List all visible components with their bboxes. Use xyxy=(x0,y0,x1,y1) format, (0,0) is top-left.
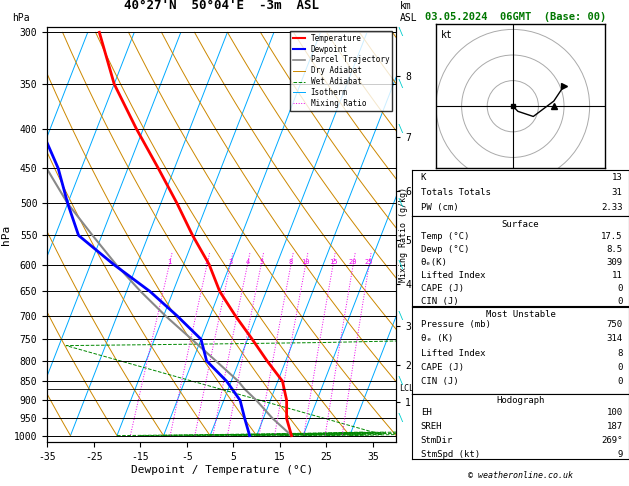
Text: \: \ xyxy=(398,311,404,321)
Text: 100: 100 xyxy=(606,408,623,417)
Text: CIN (J): CIN (J) xyxy=(421,377,459,386)
Text: Temp (°C): Temp (°C) xyxy=(421,231,469,241)
Text: 25: 25 xyxy=(365,259,374,264)
Text: 5: 5 xyxy=(259,259,264,264)
X-axis label: Dewpoint / Temperature (°C): Dewpoint / Temperature (°C) xyxy=(131,465,313,475)
Text: 20: 20 xyxy=(349,259,357,264)
Text: 8: 8 xyxy=(617,348,623,358)
Text: Totals Totals: Totals Totals xyxy=(421,188,491,197)
Text: 269°: 269° xyxy=(601,436,623,445)
Text: 10: 10 xyxy=(301,259,310,264)
Text: 750: 750 xyxy=(606,320,623,329)
Text: CAPE (J): CAPE (J) xyxy=(421,284,464,293)
Text: PW (cm): PW (cm) xyxy=(421,203,459,212)
Text: hPa: hPa xyxy=(13,13,30,22)
Text: 15: 15 xyxy=(329,259,337,264)
Text: CIN (J): CIN (J) xyxy=(421,297,459,306)
Text: 0: 0 xyxy=(617,297,623,306)
Text: Surface: Surface xyxy=(502,220,539,229)
Text: 03.05.2024  06GMT  (Base: 00): 03.05.2024 06GMT (Base: 00) xyxy=(425,12,606,22)
Text: θₑ (K): θₑ (K) xyxy=(421,334,453,343)
Text: \: \ xyxy=(398,260,404,270)
Text: StmDir: StmDir xyxy=(421,436,453,445)
Text: 8: 8 xyxy=(289,259,293,264)
Text: \: \ xyxy=(398,27,404,37)
Text: 13: 13 xyxy=(612,174,623,182)
Text: LCL: LCL xyxy=(399,384,414,394)
Text: 1: 1 xyxy=(167,259,172,264)
Text: \: \ xyxy=(398,414,404,423)
Text: Dewp (°C): Dewp (°C) xyxy=(421,244,469,254)
Text: SREH: SREH xyxy=(421,422,442,431)
Text: StmSpd (kt): StmSpd (kt) xyxy=(421,450,480,459)
Text: Lifted Index: Lifted Index xyxy=(421,348,485,358)
Text: \: \ xyxy=(398,198,404,208)
Text: km
ASL: km ASL xyxy=(400,1,418,22)
Text: K: K xyxy=(421,174,426,182)
Text: θₑ(K): θₑ(K) xyxy=(421,258,448,267)
Text: EH: EH xyxy=(421,408,431,417)
Text: 40°27'N  50°04'E  -3m  ASL: 40°27'N 50°04'E -3m ASL xyxy=(124,0,320,12)
Text: 8.5: 8.5 xyxy=(606,244,623,254)
Legend: Temperature, Dewpoint, Parcel Trajectory, Dry Adiabat, Wet Adiabat, Isotherm, Mi: Temperature, Dewpoint, Parcel Trajectory… xyxy=(290,31,392,111)
Text: 17.5: 17.5 xyxy=(601,231,623,241)
Text: Hodograph: Hodograph xyxy=(496,396,545,405)
Text: kt: kt xyxy=(441,30,453,40)
Text: 31: 31 xyxy=(612,188,623,197)
Text: 314: 314 xyxy=(606,334,623,343)
Text: \: \ xyxy=(398,79,404,89)
Text: 2: 2 xyxy=(205,259,209,264)
Text: \: \ xyxy=(398,376,404,386)
Y-axis label: hPa: hPa xyxy=(1,225,11,244)
Text: CAPE (J): CAPE (J) xyxy=(421,363,464,372)
Text: 0: 0 xyxy=(617,377,623,386)
Text: 0: 0 xyxy=(617,363,623,372)
Text: © weatheronline.co.uk: © weatheronline.co.uk xyxy=(468,471,573,480)
Text: Pressure (mb): Pressure (mb) xyxy=(421,320,491,329)
Text: 4: 4 xyxy=(245,259,250,264)
Text: Mixing Ratio (g/kg): Mixing Ratio (g/kg) xyxy=(399,187,408,282)
Text: 2.33: 2.33 xyxy=(601,203,623,212)
Text: 309: 309 xyxy=(606,258,623,267)
Text: Lifted Index: Lifted Index xyxy=(421,271,485,279)
Text: Most Unstable: Most Unstable xyxy=(486,311,555,319)
Text: 9: 9 xyxy=(617,450,623,459)
Text: 11: 11 xyxy=(612,271,623,279)
Text: 187: 187 xyxy=(606,422,623,431)
Text: 0: 0 xyxy=(617,284,623,293)
Text: 3: 3 xyxy=(228,259,233,264)
Text: \: \ xyxy=(398,124,404,134)
